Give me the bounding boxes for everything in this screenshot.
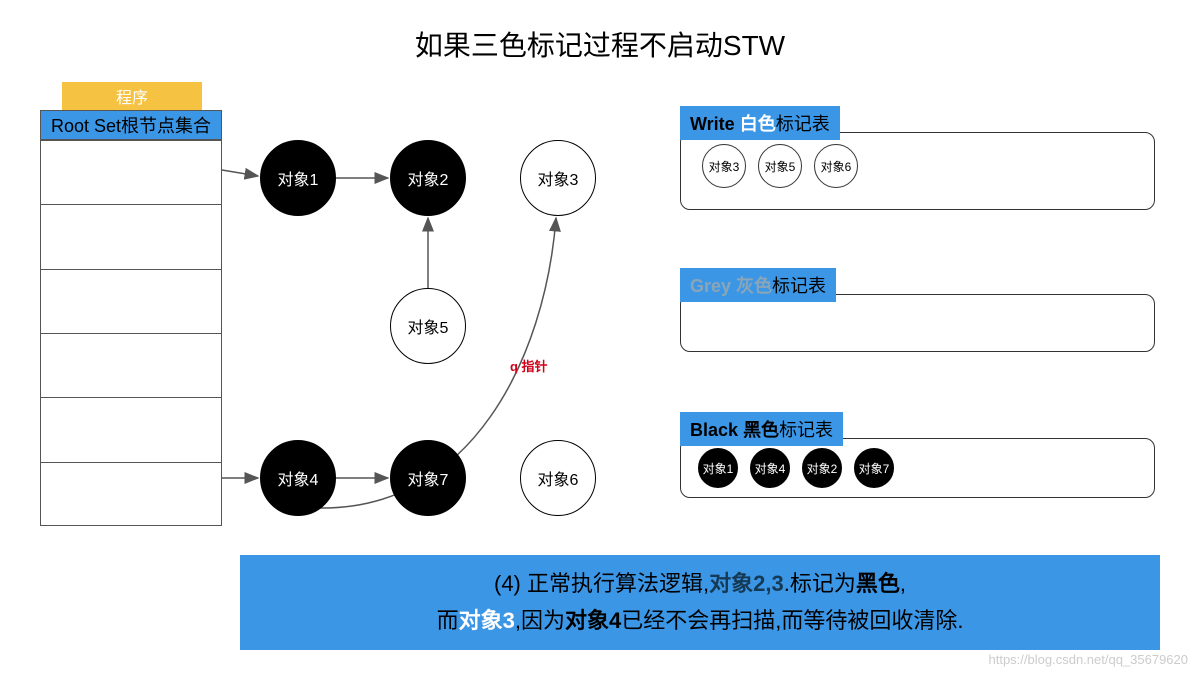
mini-node-obj7: 对象7: [854, 448, 894, 488]
black-prefix: Black: [690, 420, 738, 440]
mini-label: 对象4: [755, 460, 786, 477]
caption-l2c: ,因为: [515, 608, 565, 633]
table-row: [41, 141, 221, 205]
mini-label: 对象1: [703, 460, 734, 477]
node-label: 对象5: [408, 314, 449, 338]
grey-mid: 灰色: [736, 276, 772, 296]
write-prefix: Write: [690, 114, 735, 134]
node-label: 对象1: [278, 166, 319, 190]
program-header-label: 程序: [116, 84, 148, 108]
write-panel-label: Write 白色标记表: [680, 106, 840, 140]
caption-l2a: 而: [437, 608, 459, 633]
node-label: 对象6: [538, 466, 579, 490]
mini-node-obj6: 对象6: [814, 144, 858, 188]
table-row: [41, 334, 221, 398]
black-mid: 黑色: [743, 420, 779, 440]
black-suffix: 标记表: [779, 420, 833, 440]
rootset-header: Root Set根节点集合: [40, 110, 222, 140]
rootset-header-label: Root Set根节点集合: [51, 112, 211, 138]
node-label: 对象2: [408, 166, 449, 190]
table-row: [41, 463, 221, 527]
caption-l2b: 对象3: [459, 608, 515, 633]
q-pointer-label: q 指针: [510, 356, 548, 375]
watermark: https://blog.csdn.net/qq_35679620: [989, 652, 1189, 667]
table-row: [41, 270, 221, 334]
node-obj4: 对象4: [260, 440, 336, 516]
caption-l1c: .标记为: [784, 571, 856, 596]
mini-node-obj2: 对象2: [802, 448, 842, 488]
mini-label: 对象5: [765, 158, 796, 175]
black-panel-label: Black 黑色标记表: [680, 412, 843, 446]
mini-label: 对象3: [709, 158, 740, 175]
mini-node-obj5: 对象5: [758, 144, 802, 188]
caption-box: (4) 正常执行算法逻辑,对象2,3.标记为黑色, 而对象3,因为对象4已经不会…: [240, 555, 1160, 650]
caption-l2d: 对象4: [565, 608, 621, 633]
node-label: 对象3: [538, 166, 579, 190]
node-label: 对象7: [408, 466, 449, 490]
program-header: 程序: [62, 82, 202, 110]
table-row: [41, 205, 221, 269]
table-row: [41, 398, 221, 462]
rootset-table: [40, 140, 222, 526]
grey-prefix: Grey: [690, 276, 731, 296]
write-panel-box: [680, 132, 1155, 210]
mini-label: 对象7: [859, 460, 890, 477]
caption-l1a: (4) 正常执行算法逻辑,: [494, 571, 709, 596]
grey-panel-box: [680, 294, 1155, 352]
grey-panel-label: Grey 灰色标记表: [680, 268, 836, 302]
mini-label: 对象6: [821, 158, 852, 175]
node-obj6: 对象6: [520, 440, 596, 516]
write-suffix: 标记表: [776, 114, 830, 134]
node-obj7: 对象7: [390, 440, 466, 516]
node-obj3: 对象3: [520, 140, 596, 216]
caption-l2e: 已经不会再扫描,而等待被回收清除.: [621, 608, 963, 633]
caption-l1d: 黑色: [856, 571, 900, 596]
mini-node-obj3: 对象3: [702, 144, 746, 188]
mini-node-obj4: 对象4: [750, 448, 790, 488]
caption-l1e: ,: [900, 571, 906, 596]
node-label: 对象4: [278, 466, 319, 490]
grey-suffix: 标记表: [772, 276, 826, 296]
page-title: 如果三色标记过程不启动STW: [0, 24, 1200, 64]
caption-l1b: 对象2,3: [709, 571, 784, 596]
node-obj2: 对象2: [390, 140, 466, 216]
node-obj1: 对象1: [260, 140, 336, 216]
mini-node-obj1: 对象1: [698, 448, 738, 488]
node-obj5: 对象5: [390, 288, 466, 364]
write-mid: 白色: [740, 114, 776, 134]
mini-label: 对象2: [807, 460, 838, 477]
